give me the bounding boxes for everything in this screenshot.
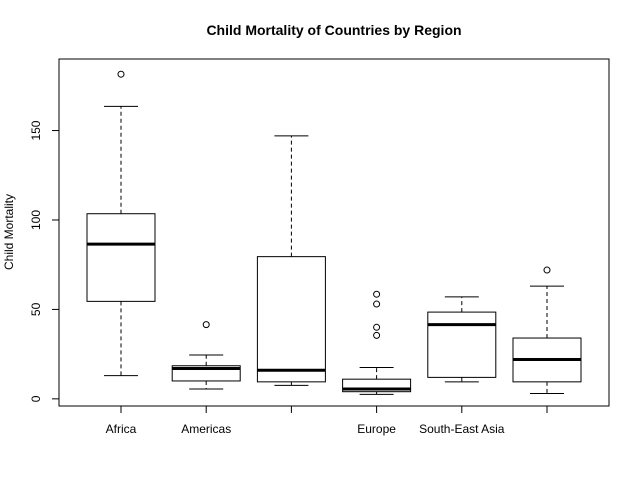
box-group [256,135,326,386]
outlier-point [373,300,381,308]
box-group [171,321,241,390]
outlier-point [202,321,210,329]
y-axis-label: Child Mortality [2,194,16,270]
y-tick-label: 50 [29,302,43,316]
y-tick-label: 150 [29,120,43,140]
x-ticks: Africa Americas Europe South-East Asia [106,406,548,436]
chart-title: Child Mortality of Countries by Region [206,22,461,38]
x-tick-label: South-East Asia [419,422,505,436]
outlier-point [543,266,551,274]
y-tick-label: 0 [29,395,43,402]
x-tick-label: Americas [181,422,231,436]
x-tick-label: Europe [357,422,396,436]
outlier-point [117,70,125,78]
x-tick-label: Africa [106,422,137,436]
box-group [512,266,582,394]
outlier-point [373,331,381,339]
outlier-point [373,323,381,331]
boxes [86,70,582,395]
iqr-box [256,256,326,383]
y-tick-label: 100 [29,210,43,230]
iqr-box [427,311,497,378]
box-group [427,296,497,383]
y-ticks: 0 50 100 150 [29,120,59,402]
iqr-box [86,213,156,302]
box-group [86,70,156,377]
box-group [342,290,412,395]
outlier-point [373,290,381,298]
